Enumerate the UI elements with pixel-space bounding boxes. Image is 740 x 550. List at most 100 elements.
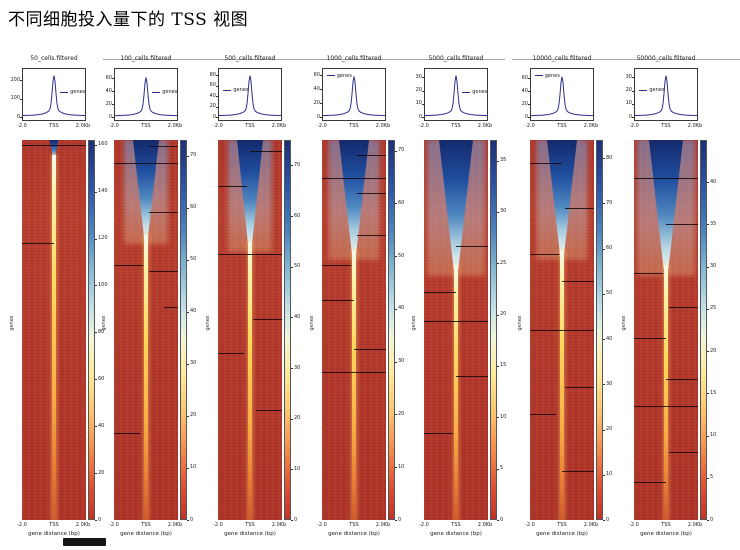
colorbar-tick: 70	[190, 152, 197, 159]
colorbar-tick: 25	[710, 305, 717, 312]
heatmap-missing-row	[250, 151, 282, 153]
profile-xtick: TSS	[451, 123, 461, 129]
colorbar-tick-mark	[497, 365, 499, 367]
heatmap-missing-row	[666, 223, 698, 225]
colorbar-tick: 70	[294, 161, 301, 168]
profile-legend: genes	[462, 89, 487, 95]
profile-plot: genes	[22, 68, 86, 121]
colorbar-tick-mark	[603, 384, 605, 386]
heatmap-xtick: -2.0	[17, 522, 27, 528]
colorbar-tick-mark	[291, 368, 293, 369]
colorbar-tick: 20	[710, 347, 717, 354]
heatmap-colorbar	[596, 140, 603, 520]
profile-ytick-mark	[112, 104, 114, 106]
y-axis-label: genes	[309, 315, 315, 331]
profile-curve	[531, 76, 593, 117]
heatmap	[530, 140, 594, 520]
panel-7: 50000_cells.filtered genes 0 10 20 30 -2.0 TSS 2…	[620, 52, 720, 546]
colorbar-tick-mark	[95, 144, 97, 146]
colorbar-tick-mark	[291, 520, 293, 521]
colorbar-tick-mark	[497, 468, 499, 470]
colorbar-tick: 5	[500, 465, 504, 472]
profile-legend: genes	[639, 87, 664, 93]
profile-ytick: 20	[415, 87, 422, 94]
colorbar-tick: 30	[710, 263, 717, 270]
profile-ytick: 60	[209, 82, 216, 89]
colorbar-tick-mark	[291, 418, 293, 420]
profile-ytick-mark	[20, 98, 22, 100]
profile-curve-svg	[115, 77, 177, 117]
profile-plot: genes	[218, 68, 282, 121]
heatmap-center-line	[352, 250, 356, 520]
colorbar-tick: 35	[710, 220, 717, 227]
profile-curve-svg	[531, 76, 593, 117]
profile-xtick: 2.0Kb	[75, 123, 91, 129]
profile-xtick: 2.0Kb	[167, 123, 183, 129]
colorbar-tick: 30	[294, 364, 301, 371]
colorbar-tick: 40	[710, 178, 717, 185]
heatmap-xtick: TSS	[451, 522, 461, 528]
colorbar-tick: 20	[98, 469, 105, 476]
heatmap-xtick: 2.0Kb	[477, 522, 493, 528]
panel-title: 5000_cells.filtered	[428, 55, 484, 62]
heatmap-missing-row	[562, 280, 594, 282]
colorbar-tick-mark	[395, 467, 397, 469]
x-axis-label: gene distance (bp)	[430, 531, 482, 537]
heatmap-missing-row	[357, 235, 386, 236]
profile-xtick: -2.0	[213, 123, 223, 129]
y-axis-label: genes	[205, 315, 211, 331]
heatmap-missing-row	[322, 178, 386, 179]
profile-ytick: 100	[10, 95, 20, 102]
profile-ytick-mark	[216, 75, 218, 77]
profile-xtick: 2.0Kb	[477, 123, 493, 129]
profile-ytick-mark	[422, 117, 424, 118]
heatmap-missing-row	[634, 406, 698, 407]
profile-ytick-mark	[632, 90, 634, 92]
profile-plot: genes	[424, 68, 488, 121]
heatmap-xtick: -2.0	[109, 522, 119, 528]
profile-ytick: 0	[212, 113, 216, 120]
heatmap-colorbar	[490, 140, 497, 520]
colorbar-tick-mark	[395, 308, 397, 310]
colorbar-tick: 80	[98, 328, 105, 335]
y-axis-label: genes	[411, 315, 417, 331]
colorbar-tick: 10	[606, 471, 613, 478]
colorbar-tick: 50	[606, 290, 613, 297]
profile-ytick-mark	[20, 117, 22, 118]
profile-ytick-mark	[216, 117, 218, 118]
colorbar-tick: 10	[398, 463, 405, 470]
colorbar-tick-mark	[707, 351, 709, 353]
heatmap-missing-row	[357, 193, 386, 195]
profile-ytick: 30	[415, 73, 422, 80]
colorbar-tick: 50	[294, 263, 301, 270]
colorbar-tick-mark	[603, 293, 605, 295]
colorbar-tick: 30	[500, 208, 507, 215]
profile-ytick-mark	[528, 117, 530, 118]
colorbar-tick-mark	[395, 520, 397, 521]
colorbar-tick: 10	[710, 432, 717, 439]
profile-ytick: 20	[625, 87, 632, 94]
panel-title: 1000_cells.filtered	[326, 55, 382, 62]
colorbar-tick-mark	[707, 435, 709, 437]
heatmap-center-line	[248, 242, 252, 520]
heatmap-missing-row	[149, 145, 178, 147]
colorbar-tick-mark	[187, 363, 189, 365]
dark-bar	[63, 538, 106, 546]
profile-ytick: 20	[209, 103, 216, 110]
colorbar-tick-mark	[291, 165, 293, 167]
heatmap-missing-row	[218, 352, 244, 354]
colorbar-tick-mark	[603, 248, 605, 250]
colorbar-tick: 15	[500, 362, 507, 369]
x-axis-label: gene distance (bp)	[536, 531, 588, 537]
heatmap-center-line	[560, 250, 564, 520]
profile-legend: genes	[60, 89, 85, 95]
profile-ytick: 80	[209, 71, 216, 78]
heatmap-missing-row	[354, 349, 386, 350]
heatmap-xtick: TSS	[349, 522, 359, 528]
colorbar-tick-mark	[707, 393, 709, 395]
profile-xtick: TSS	[661, 123, 671, 129]
profile-ytick-mark	[528, 104, 530, 106]
legend-line-swatch	[223, 89, 232, 91]
colorbar-tick: 30	[398, 358, 405, 365]
x-axis-label: gene distance (bp)	[328, 531, 380, 537]
